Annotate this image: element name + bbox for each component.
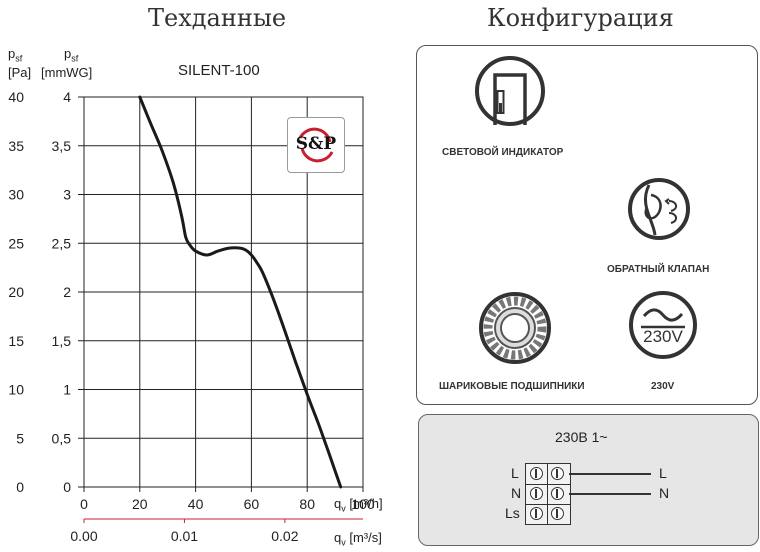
config-heading: Конфигурация [487, 4, 674, 32]
series-line [138, 95, 343, 489]
x-tick-label: 0 [80, 496, 88, 512]
non-return-valve-label: ОБРАТНЫЙ КЛАПАН [607, 264, 710, 275]
y-tick-label-pa: 35 [8, 138, 24, 154]
terminal-screw-icon [551, 507, 564, 520]
x-tick-label: 80 [299, 496, 315, 512]
x-tick-label: 60 [244, 496, 260, 512]
x-axis-label-m3h: qv [m³/h] [334, 496, 383, 514]
terminal-label-right: L [659, 465, 667, 481]
sp-logo: S&P [287, 117, 345, 173]
plot-frame [83, 96, 364, 488]
wiring-title: 230В 1~ [555, 429, 608, 445]
y-axis-label-pa: psf [Pa] [8, 46, 32, 80]
y-tick-label-mmwg: 1 [63, 382, 71, 398]
x2-tick-label: 0.00 [70, 528, 97, 544]
y-tick-label-mmwg: 3 [63, 187, 71, 203]
y-tick-label-pa: 10 [8, 382, 24, 398]
terminal-label-left: N [511, 485, 522, 501]
tech-heading: Техданные [148, 4, 287, 32]
x-tick-label: 20 [132, 496, 148, 512]
performance-chart: 0 20 40 60 80 100000,551101,5152202,5253303,5… [8, 89, 375, 544]
ball-bearings-icon [477, 290, 553, 371]
y-tick-label-pa: 25 [8, 235, 24, 251]
y-tick-label-mmwg: 2 [63, 284, 71, 300]
y-tick-label-pa: 0 [16, 479, 24, 495]
non-return-valve-icon [625, 175, 695, 248]
terminal-label-left: Ls [505, 505, 520, 521]
y-tick-label-mmwg: 1,5 [52, 333, 72, 349]
y-tick-label-pa: 5 [16, 430, 24, 446]
light-indicator-label: СВЕТОВОЙ ИНДИКАТОР [442, 147, 564, 158]
y-axis-label-mmwg: psf [mmWG] [41, 46, 93, 80]
wire-line [569, 473, 651, 475]
x2-tick-label: 0.02 [271, 528, 298, 544]
terminal-screw-icon [530, 467, 543, 480]
chart-title: SILENT-100 [178, 62, 260, 79]
light-indicator-icon [473, 53, 553, 138]
x2-tick-label: 0.01 [171, 528, 198, 544]
y-tick-label-pa: 30 [8, 187, 24, 203]
wiring-diagram-panel: 230В 1~ L L N N Ls [418, 414, 759, 546]
y-tick-label-pa: 40 [8, 89, 24, 105]
x-axis-label-m3s: qv [m³/s] [334, 530, 382, 548]
voltage-label: 230V [651, 381, 675, 392]
terminal-screw-icon [530, 487, 543, 500]
configuration-panel: СВЕТОВОЙ ИНДИКАТОР ОБРАТНЫЙ КЛАПАН ШАРИК… [416, 45, 758, 405]
wire-line [569, 493, 651, 495]
y-tick-label-mmwg: 3,5 [52, 138, 72, 154]
terminal-label-right: N [659, 485, 670, 501]
voltage-icon: 230V [627, 289, 699, 366]
terminal-screw-icon [551, 467, 564, 480]
y-tick-label-pa: 15 [8, 333, 24, 349]
y-tick-label-mmwg: 0 [63, 479, 71, 495]
ball-bearings-label: ШАРИКОВЫЕ ПОДШИПНИКИ [439, 381, 585, 392]
x-tick-label: 100 [351, 496, 375, 512]
y-tick-label-mmwg: 2,5 [52, 235, 72, 251]
y-tick-label-mmwg: 4 [63, 89, 71, 105]
terminal-screw-icon [530, 507, 543, 520]
x-tick-label: 40 [188, 496, 204, 512]
terminal-screw-icon [551, 487, 564, 500]
y-tick-label-mmwg: 0,5 [52, 430, 72, 446]
y-tick-label-pa: 20 [8, 284, 24, 300]
terminal-label-left: L [511, 465, 519, 481]
